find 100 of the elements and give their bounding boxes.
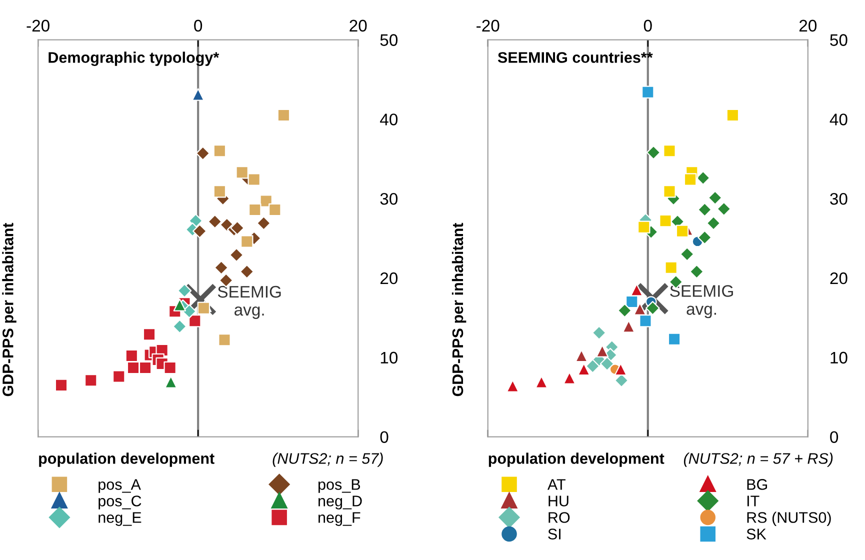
point (622, 320, 636, 333)
text: Demographic typology* (48, 52, 220, 66)
point (706, 216, 721, 230)
point (592, 326, 606, 340)
legend-label: neg_F (318, 512, 360, 526)
annotation: SEEMIG avg. (670, 285, 733, 318)
text: (NUTS2; n = 57 + RS) (684, 452, 833, 467)
point (586, 358, 600, 374)
point (196, 146, 210, 160)
legend-label: RO (548, 512, 570, 523)
point (698, 230, 712, 245)
y-tick-label: 30 (830, 192, 848, 205)
point (126, 361, 140, 374)
legend-label: pos_A (98, 479, 141, 493)
point (256, 216, 271, 230)
legend-label: IT (747, 496, 760, 506)
x-tick-label: -20 (476, 20, 500, 32)
point (213, 144, 226, 158)
point (596, 344, 609, 358)
point (614, 362, 628, 376)
point (639, 314, 652, 328)
point (618, 303, 632, 318)
point (260, 194, 272, 208)
legend-label: HU (548, 496, 568, 506)
y-tick-label: 50 (830, 34, 848, 46)
legend-label: neg_E (98, 512, 142, 526)
y-tick-label: 50 (380, 34, 398, 46)
point (214, 260, 228, 275)
point (192, 88, 204, 101)
point (138, 361, 152, 374)
point (268, 203, 282, 216)
y-tick-label: 30 (380, 192, 398, 205)
point (659, 214, 672, 228)
x-tick-label: 20 (350, 20, 367, 32)
point (236, 166, 248, 179)
point (506, 380, 520, 392)
point (708, 190, 722, 205)
point (716, 202, 732, 216)
annotation: SEEMIG avg. (218, 286, 281, 319)
point (240, 264, 254, 279)
legend-label: RS (NUTS0) (747, 512, 831, 526)
legend-label: pos_B (318, 479, 360, 493)
point (690, 264, 704, 279)
point (229, 248, 244, 262)
point (676, 224, 689, 238)
point (177, 284, 192, 298)
point (188, 314, 202, 328)
point (575, 349, 588, 362)
y-tick-label: 40 (830, 114, 848, 126)
point (142, 328, 156, 341)
point (668, 332, 681, 346)
point (277, 108, 290, 122)
point (638, 220, 650, 234)
legend-label: SK (746, 528, 766, 540)
point (197, 302, 210, 315)
legend-label: neg_D (318, 496, 362, 510)
legend-label: SI (548, 528, 560, 540)
point (726, 108, 740, 122)
x-tick-label: 20 (799, 20, 817, 32)
x-tick-label: 0 (644, 20, 652, 32)
y-tick-label: 0 (380, 431, 388, 444)
point (698, 202, 712, 217)
x-tick-label: -20 (26, 20, 50, 32)
point (600, 356, 614, 371)
point (164, 361, 176, 374)
text: (NUTS2; n = 57) (272, 452, 383, 467)
point (84, 374, 98, 387)
point (634, 302, 646, 316)
y-tick-label: 0 (830, 431, 838, 444)
point (646, 301, 660, 316)
point (646, 145, 661, 160)
x-axis-title: population development (488, 452, 664, 467)
point (182, 304, 196, 318)
y-tick-label: 20 (830, 272, 848, 284)
x-axis-title: population development (39, 452, 214, 467)
point (684, 173, 697, 186)
point (54, 378, 68, 392)
point (172, 319, 187, 334)
x-tick-label: 0 (194, 20, 202, 32)
point (664, 261, 678, 274)
point (125, 349, 138, 362)
point (248, 203, 262, 216)
point (248, 173, 260, 186)
point (208, 214, 222, 229)
point (663, 144, 676, 158)
point (218, 334, 231, 346)
point (230, 220, 244, 236)
point (173, 298, 186, 312)
y-tick-label: 40 (380, 114, 398, 126)
y-axis-title: GDP-PPS per inhabitant (2, 222, 16, 396)
point (192, 224, 207, 238)
point (240, 235, 254, 248)
point (630, 284, 644, 296)
y-tick-label: 10 (830, 352, 848, 364)
point (578, 362, 590, 376)
legend-label: pos_C (98, 496, 142, 510)
point (663, 185, 676, 198)
point (213, 185, 226, 198)
legend-label: AT (547, 479, 566, 490)
y-tick-label: 10 (380, 352, 398, 364)
